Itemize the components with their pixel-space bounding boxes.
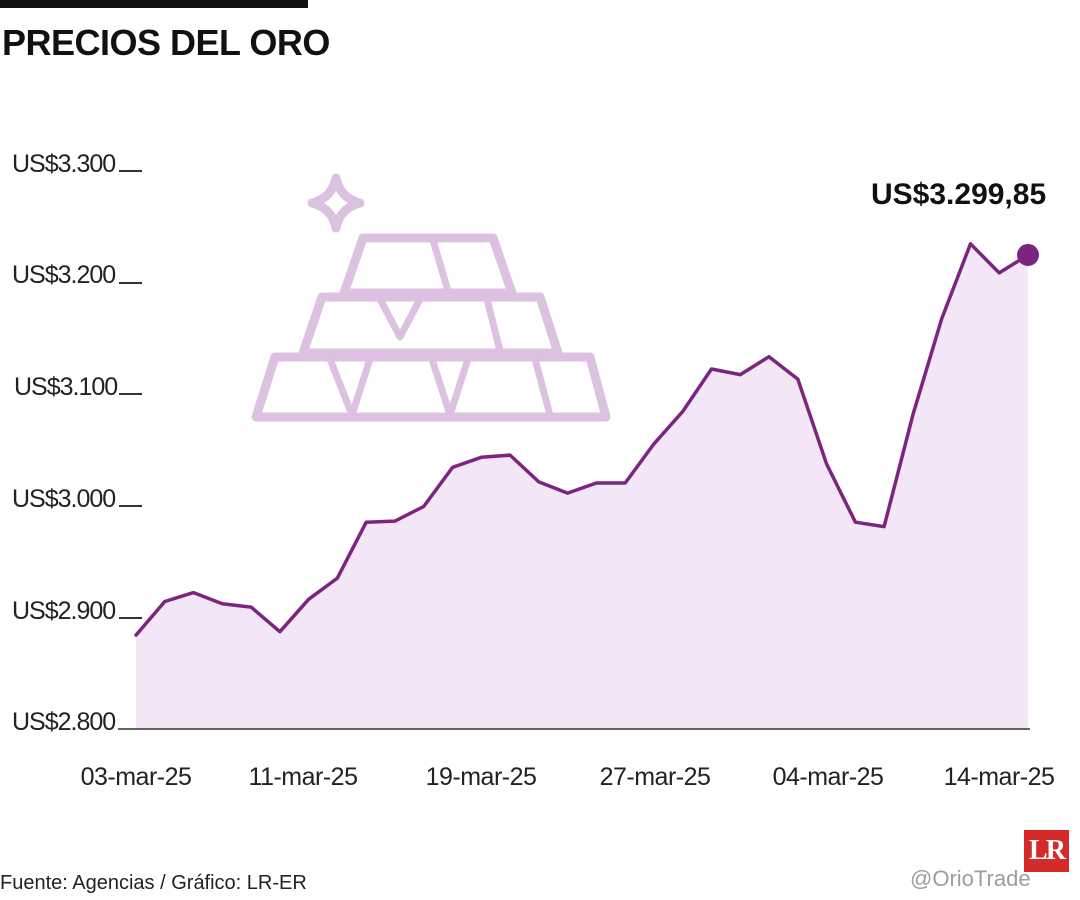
price-point (249, 605, 253, 609)
price-point (595, 481, 598, 485)
price-area (136, 243, 1028, 730)
y-tick-label: US$2.800 (12, 708, 116, 736)
chart-title: PRECIOS DEL ORO (2, 22, 330, 63)
sparkle-icon (307, 173, 365, 233)
price-line (134, 242, 1030, 637)
price-point (364, 520, 368, 524)
x-tick-label: 04-mar-25 (772, 763, 884, 791)
gold-bar-divider (348, 355, 374, 419)
lr-logo: LR (1024, 830, 1069, 872)
price-point (566, 491, 569, 495)
price-point (767, 355, 771, 358)
price-point (451, 466, 454, 469)
price-point (882, 525, 886, 528)
price-point (796, 377, 800, 381)
gold-bars-icon (251, 173, 611, 422)
price-point (422, 505, 425, 508)
price-point (969, 242, 972, 245)
gold-bar-divider (326, 355, 356, 419)
price-point (221, 602, 224, 605)
price-point (307, 598, 310, 601)
y-tick-mark (119, 505, 142, 507)
last-price-marker (1017, 243, 1039, 266)
top-rule (0, 0, 308, 8)
price-point (163, 600, 166, 603)
y-tick-mark (119, 393, 142, 395)
price-point (508, 453, 512, 457)
y-tick-label: US$3.200 (12, 261, 116, 289)
x-tick-label: 19-mar-25 (425, 763, 537, 791)
last-price-label: US$3.299,85 (871, 178, 1047, 211)
price-point (911, 413, 915, 417)
gold-bar-divider (429, 236, 452, 295)
price-point (537, 480, 541, 484)
price-point (825, 462, 828, 466)
price-point (854, 520, 857, 524)
y-tick-mark (119, 617, 142, 619)
price-point (652, 442, 656, 446)
x-tick-label: 27-mar-25 (599, 763, 711, 791)
gold-bar-middle (298, 292, 563, 358)
gold-bar-divider (531, 355, 554, 419)
gold-bar-divider (396, 295, 424, 341)
price-point (278, 630, 282, 633)
y-tick-label: US$2.900 (12, 597, 116, 625)
y-tick-label: US$3.300 (12, 150, 116, 178)
gold-bar-divider (376, 295, 404, 341)
price-point (710, 367, 713, 371)
gold-bar-top (339, 233, 517, 298)
price-point (480, 456, 483, 459)
watermark: @OrioTrade (910, 866, 1031, 891)
x-tick-label: 14-mar-25 (943, 763, 1055, 791)
y-tick-label: US$3.100 (14, 373, 118, 401)
price-point (998, 271, 1001, 275)
x-tick-label: 11-mar-25 (248, 763, 358, 791)
price-point (940, 317, 943, 320)
y-tick-mark (119, 170, 142, 172)
price-point (393, 519, 397, 523)
gold-bar-bottom (251, 352, 611, 422)
price-point (336, 576, 339, 580)
price-point (192, 591, 195, 594)
gold-bar-divider (483, 295, 504, 355)
y-tick-mark (119, 282, 142, 284)
price-points (134, 242, 1030, 637)
y-tick-label: US$3.000 (12, 485, 116, 513)
price-point (623, 481, 627, 485)
price-point (739, 373, 742, 376)
price-point (134, 633, 138, 637)
source-note: Fuente: Agencias / Gráfico: LR-ER (0, 872, 307, 894)
gold-bar-divider (446, 355, 472, 419)
price-point (681, 410, 684, 413)
gold-bar-divider (428, 355, 454, 419)
x-tick-label: 03-mar-25 (80, 763, 192, 791)
